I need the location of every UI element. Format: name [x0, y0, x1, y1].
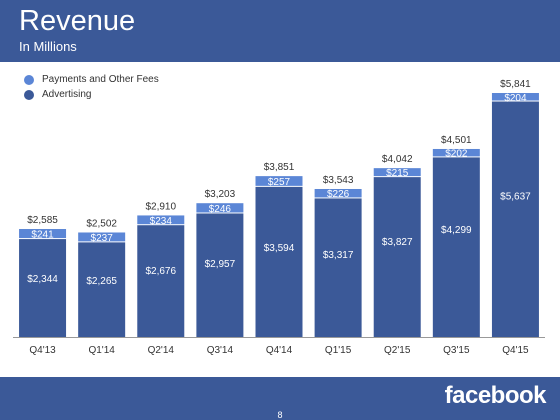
data-label-total: $4,042 — [382, 154, 413, 165]
x-tick-label: Q1'14 — [88, 345, 115, 356]
x-tick-label: Q2'15 — [384, 345, 411, 356]
bar-payments — [491, 93, 539, 101]
bar-payments — [78, 232, 126, 242]
bar-payments — [137, 215, 185, 225]
data-label-advertising: $3,827 — [382, 237, 413, 248]
data-label-payments: $215 — [386, 168, 409, 179]
x-tick-label: Q2'14 — [148, 345, 175, 356]
facebook-logo: facebook — [444, 382, 547, 409]
bar-advertising — [314, 198, 362, 337]
revenue-chart: $2,344 $241 $2,585 Q4'13 $2,265 $237 $2,502 Q1'… — [13, 79, 545, 356]
data-label-total: $2,585 — [27, 215, 58, 226]
header-bar: Revenue In Millions — [0, 0, 560, 62]
data-label-total: $3,203 — [205, 189, 236, 200]
data-label-advertising: $2,265 — [86, 276, 117, 287]
x-tick-label: Q4'13 — [29, 345, 56, 356]
x-tick-label: Q3'15 — [443, 345, 470, 356]
bar-payments — [255, 176, 303, 186]
data-label-payments: $226 — [327, 189, 350, 200]
bar-advertising — [432, 157, 480, 337]
bar-advertising — [19, 239, 67, 337]
bar-advertising — [373, 177, 421, 337]
data-label-total: $5,841 — [500, 79, 531, 90]
data-label-total: $4,501 — [441, 135, 472, 146]
page-subtitle: In Millions — [19, 39, 77, 54]
data-label-advertising: $3,594 — [264, 243, 295, 254]
x-tick-label: Q4'14 — [266, 345, 293, 356]
data-label-payments: $257 — [268, 177, 291, 188]
data-label-total: $3,543 — [323, 175, 354, 186]
data-label-advertising: $2,957 — [205, 259, 236, 270]
data-label-payments: $246 — [209, 204, 232, 215]
legend-item-payments: Payments and Other Fees — [24, 72, 159, 87]
bar-payments — [19, 229, 67, 239]
data-label-payments: $204 — [504, 93, 527, 104]
bar-payments — [432, 148, 480, 157]
x-tick-label: Q3'14 — [207, 345, 234, 356]
legend-item-advertising: Advertising — [24, 87, 159, 102]
page-title: Revenue — [19, 5, 136, 37]
data-label-payments: $241 — [31, 230, 54, 241]
chart-legend: Payments and Other Fees Advertising — [24, 72, 159, 102]
data-label-advertising: $2,676 — [145, 266, 176, 277]
legend-label-payments: Payments and Other Fees — [42, 74, 159, 85]
bar-advertising — [255, 186, 303, 337]
bar-payments — [373, 168, 421, 177]
page-number: 8 — [277, 410, 283, 420]
x-tick-label: Q1'15 — [325, 345, 352, 356]
x-tick-label: Q4'15 — [502, 345, 529, 356]
bar-advertising — [196, 213, 244, 337]
bar-advertising — [491, 101, 539, 338]
bar-payments — [314, 188, 362, 198]
data-label-advertising: $4,299 — [441, 225, 472, 236]
footer-bar — [0, 377, 560, 420]
bar-advertising — [78, 242, 126, 337]
data-label-payments: $237 — [91, 233, 114, 244]
legend-swatch-payments — [24, 74, 34, 85]
data-label-total: $3,851 — [264, 162, 295, 173]
legend-swatch-advertising — [24, 89, 34, 100]
data-label-advertising: $5,637 — [500, 192, 531, 203]
data-label-total: $2,910 — [145, 201, 176, 212]
data-label-advertising: $3,317 — [323, 250, 354, 261]
data-label-payments: $202 — [445, 149, 468, 160]
legend-label-advertising: Advertising — [42, 89, 92, 100]
data-label-payments: $234 — [150, 216, 173, 227]
data-label-total: $2,502 — [86, 218, 117, 229]
bar-payments — [196, 203, 244, 213]
bar-advertising — [137, 225, 185, 337]
data-label-advertising: $2,344 — [27, 274, 58, 285]
